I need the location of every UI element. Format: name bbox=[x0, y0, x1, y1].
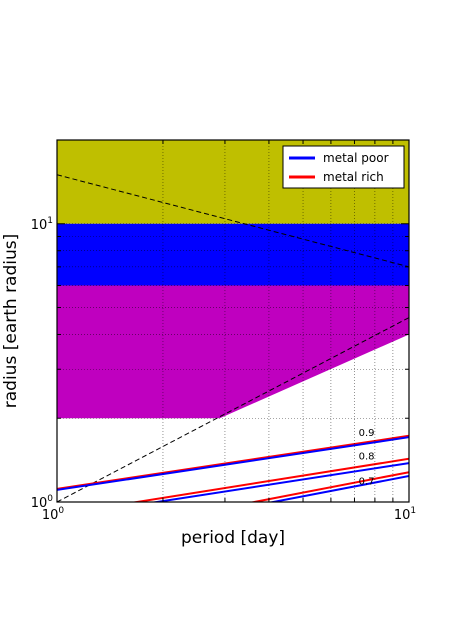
tick-labels: 100 101 100 101 bbox=[31, 216, 416, 523]
legend-label-metal-rich: metal rich bbox=[323, 170, 384, 184]
band-2 bbox=[57, 285, 409, 419]
curve-0.8-line-1 bbox=[150, 462, 409, 502]
axis-ticks bbox=[56, 140, 410, 502]
plot-frame bbox=[56, 139, 410, 503]
curve-label-0.9: 0.9 bbox=[359, 428, 375, 439]
plot-border bbox=[56, 139, 410, 503]
x-tick-label: 100 bbox=[42, 506, 65, 523]
y-axis-label: radius [earth radius] bbox=[1, 234, 21, 408]
plot-content: 0.9 0.8 0.7 bbox=[57, 140, 409, 502]
curve-0.9-line-0 bbox=[57, 434, 409, 490]
curve-label-0.8: 0.8 bbox=[359, 451, 375, 462]
curve-0.9-line-1 bbox=[57, 436, 409, 491]
curve-0.8-line-0 bbox=[130, 457, 409, 502]
curve-label-0.7: 0.7 bbox=[359, 477, 375, 488]
dashed-line-0 bbox=[57, 174, 409, 268]
curve-0.7-line-0 bbox=[248, 471, 409, 502]
band-1 bbox=[57, 223, 409, 286]
curve-0.7-line-1 bbox=[267, 475, 409, 502]
legend-label-metal-poor: metal poor bbox=[323, 151, 389, 165]
x-tick-label: 101 bbox=[394, 506, 416, 523]
dashed-line-1 bbox=[57, 317, 409, 502]
grid bbox=[57, 140, 409, 502]
legend: metal poor metal rich bbox=[282, 145, 405, 189]
y-tick-label: 100 bbox=[31, 494, 54, 511]
x-axis-label: period [day] bbox=[181, 528, 285, 548]
legend-box bbox=[282, 145, 405, 189]
y-tick-label: 101 bbox=[31, 216, 53, 233]
